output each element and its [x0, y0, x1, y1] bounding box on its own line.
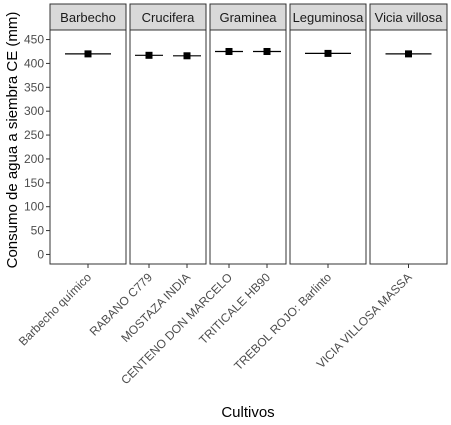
- data-point: [225, 47, 233, 55]
- y-tick-label: 200: [24, 152, 44, 166]
- y-tick-label: 50: [31, 224, 45, 238]
- y-axis: 0 50 100 150 200 250 300 350 400 450: [24, 33, 50, 261]
- facet-plot-area: [289, 29, 367, 265]
- facet-strip: [49, 3, 127, 31]
- facet-strip-label: Crucifera: [142, 10, 196, 25]
- facet-plot-area: [49, 29, 127, 265]
- data-point: [183, 52, 191, 60]
- facet-strip-label: Graminea: [219, 10, 277, 25]
- y-tick-label: 300: [24, 104, 44, 118]
- facet-strip: [129, 3, 207, 31]
- facet-plot-area: [369, 29, 448, 265]
- data-point: [405, 50, 412, 58]
- data-point: [84, 50, 92, 58]
- y-tick-label: 450: [24, 33, 44, 47]
- y-axis-title: Consumo de agua a siembra CE (mm): [4, 12, 21, 269]
- data-point: [324, 49, 332, 57]
- y-tick-label: 400: [24, 56, 44, 70]
- y-tick-label: 250: [24, 128, 44, 142]
- facet-strip: [289, 3, 367, 31]
- data-point: [263, 47, 271, 55]
- facet-strip-label: Leguminosa: [293, 10, 365, 25]
- y-tick-label: 0: [37, 247, 44, 261]
- facet-strip-label: Barbecho: [60, 10, 116, 25]
- y-tick-label: 100: [24, 200, 44, 214]
- x-tick-label: RABANO C779: [87, 270, 156, 339]
- facet-plot-area: [209, 29, 287, 265]
- y-tick-label: 350: [24, 80, 44, 94]
- y-tick-label: 150: [24, 176, 44, 190]
- x-tick-label: Barbecho químico: [16, 270, 95, 349]
- data-point: [145, 51, 153, 59]
- x-axis-title: Cultivos: [221, 404, 274, 421]
- facet-panels: Barbecho Barbecho químico Crucifera RABANO …: [16, 3, 448, 387]
- facet-strip: [209, 3, 287, 31]
- facet-strip-label: Vicia villosa: [375, 10, 443, 25]
- x-tick-label: MOSTAZA INDIA: [118, 270, 193, 345]
- facet-plot-area: [129, 29, 207, 265]
